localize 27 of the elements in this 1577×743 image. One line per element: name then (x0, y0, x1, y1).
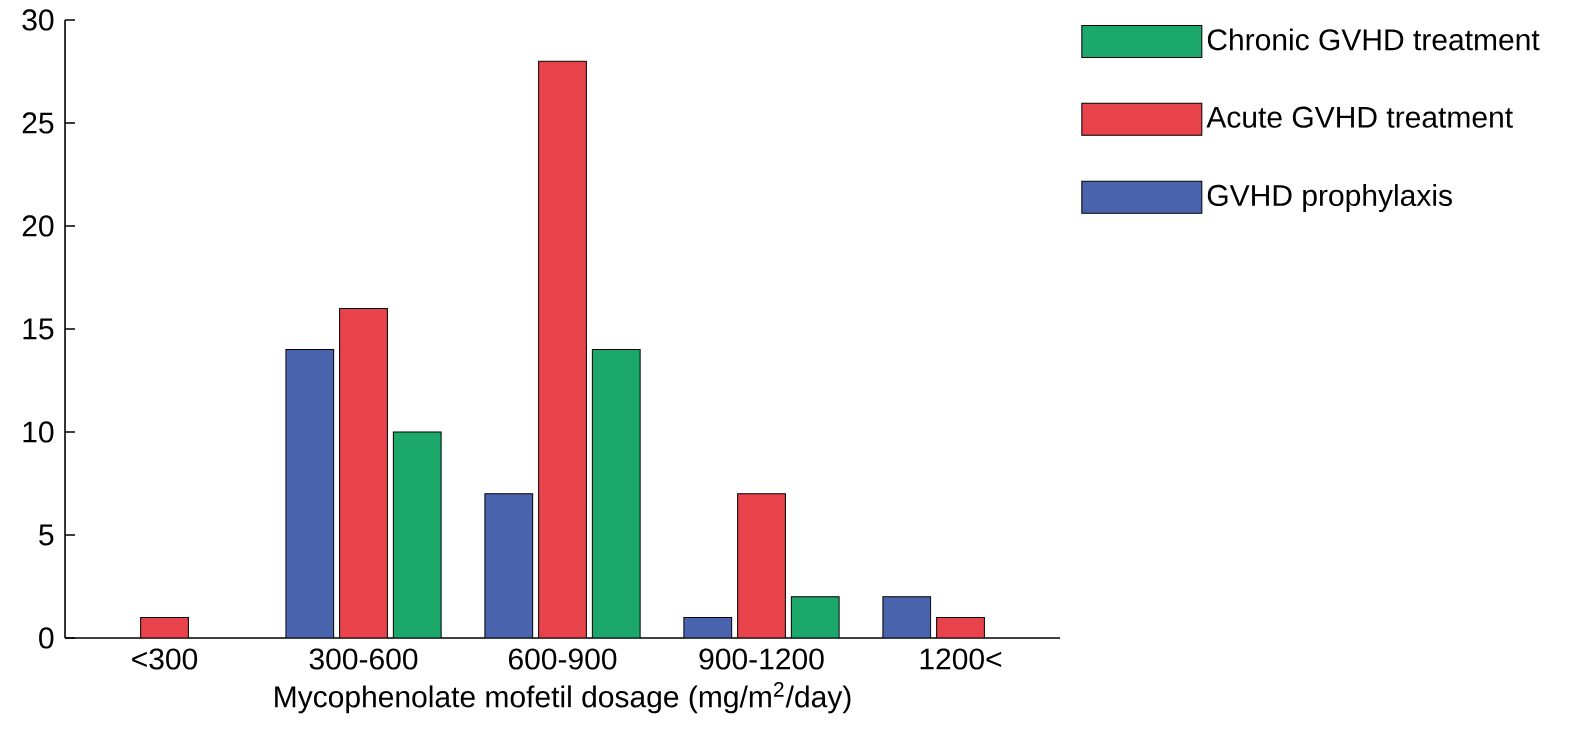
legend-label: GVHD prophylaxis (1207, 184, 1452, 213)
y-tick-label: 10 (23, 421, 54, 443)
y-tick-label: 5 (39, 524, 54, 546)
bar (484, 493, 534, 638)
y-tick-label: 30 (22, 9, 54, 31)
x-tick-label: <300 (132, 648, 198, 670)
bar (285, 349, 335, 638)
x-tick-label: 1200< (920, 648, 1002, 670)
bar (392, 431, 442, 638)
bar (538, 60, 587, 638)
y-tick-label: 25 (22, 112, 54, 134)
bar (591, 349, 641, 638)
y-tick-label: 15 (23, 318, 54, 340)
bar (936, 616, 985, 638)
bar (339, 307, 388, 638)
bar (140, 616, 189, 638)
x-tick-label: 300-600 (309, 648, 418, 670)
bar (790, 596, 840, 638)
legend-label: Chronic GVHD treatment (1207, 28, 1540, 51)
y-tick-label: 20 (22, 215, 54, 237)
x-axis-title: Mycophenolate mofetil dosage (mg/m$^{2}$/day) (275, 682, 851, 714)
x-tick-label: 600-900 (509, 648, 617, 670)
bar (737, 493, 786, 638)
y-tick-label: 0 (39, 627, 54, 649)
bar (882, 596, 932, 638)
x-tick-label: 900-1200 (699, 648, 824, 670)
legend-label: Acute GVHD treatment (1206, 106, 1513, 128)
